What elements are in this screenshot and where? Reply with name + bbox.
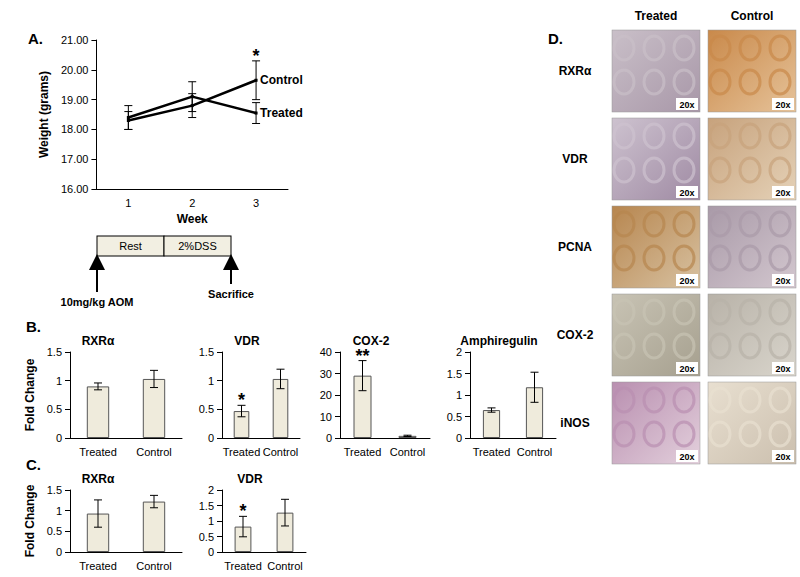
svg-text:0: 0 — [326, 432, 332, 444]
svg-text:**: ** — [355, 346, 369, 366]
svg-text:*: * — [239, 501, 246, 521]
svg-text:1: 1 — [456, 389, 462, 401]
svg-text:10: 10 — [320, 411, 332, 423]
svg-text:1.5: 1.5 — [47, 346, 62, 358]
svg-text:*: * — [238, 390, 245, 410]
svg-text:Control: Control — [263, 446, 298, 458]
svg-text:Weight (grams): Weight (grams) — [37, 71, 51, 158]
svg-text:20x: 20x — [775, 188, 790, 198]
svg-text:RXRα: RXRα — [559, 64, 592, 78]
svg-text:Treated: Treated — [223, 446, 261, 458]
svg-text:2%DSS: 2%DSS — [178, 240, 217, 252]
svg-text:Control: Control — [260, 73, 303, 87]
svg-text:VDR: VDR — [234, 334, 260, 348]
svg-text:RXRα: RXRα — [82, 334, 115, 348]
svg-text:Treated: Treated — [635, 9, 678, 23]
svg-text:20x: 20x — [679, 276, 694, 286]
svg-text:20x: 20x — [679, 452, 694, 462]
svg-text:COX-2: COX-2 — [353, 334, 390, 348]
svg-text:Treated: Treated — [224, 560, 262, 572]
svg-text:VDR: VDR — [237, 472, 263, 486]
svg-text:Treated: Treated — [473, 446, 511, 458]
svg-text:1: 1 — [56, 505, 62, 517]
svg-text:20x: 20x — [775, 276, 790, 286]
svg-text:1: 1 — [208, 375, 214, 387]
svg-text:0.5: 0.5 — [199, 531, 214, 543]
svg-text:0: 0 — [208, 546, 214, 558]
svg-text:COX-2: COX-2 — [557, 328, 594, 342]
svg-text:0.5: 0.5 — [47, 525, 62, 537]
svg-text:20x: 20x — [679, 188, 694, 198]
svg-text:16.00: 16.00 — [61, 183, 89, 195]
svg-text:0.5: 0.5 — [47, 403, 62, 415]
svg-text:Treated: Treated — [79, 446, 117, 458]
svg-text:0: 0 — [56, 432, 62, 444]
svg-text:Control: Control — [136, 446, 171, 458]
svg-text:Sacrifice: Sacrifice — [208, 288, 254, 300]
svg-text:0.5: 0.5 — [447, 411, 462, 423]
svg-text:Control: Control — [517, 446, 552, 458]
html-text:C.: C. — [26, 456, 41, 473]
svg-text:VDR: VDR — [562, 152, 588, 166]
svg-text:20x: 20x — [775, 364, 790, 374]
svg-text:2: 2 — [189, 197, 195, 209]
svg-text:1: 1 — [125, 197, 131, 209]
svg-text:0: 0 — [456, 432, 462, 444]
svg-text:PCNA: PCNA — [558, 240, 592, 254]
svg-text:20.00: 20.00 — [61, 64, 89, 76]
svg-text:Fold Change: Fold Change — [23, 358, 37, 431]
svg-text:1.5: 1.5 — [199, 500, 214, 512]
svg-text:Control: Control — [731, 9, 774, 23]
svg-text:0: 0 — [56, 546, 62, 558]
svg-text:Week: Week — [177, 212, 208, 226]
svg-text:20x: 20x — [775, 452, 790, 462]
svg-text:Fold Change: Fold Change — [23, 484, 37, 557]
svg-text:Control: Control — [267, 560, 302, 572]
svg-text:10mg/kg AOM: 10mg/kg AOM — [61, 296, 134, 308]
svg-text:0.5: 0.5 — [199, 403, 214, 415]
svg-text:Rest: Rest — [119, 240, 142, 252]
svg-text:1.5: 1.5 — [199, 346, 214, 358]
svg-text:Control: Control — [390, 446, 425, 458]
svg-text:RXRα: RXRα — [82, 472, 115, 486]
svg-text:1: 1 — [208, 515, 214, 527]
svg-text:18.00: 18.00 — [61, 123, 89, 135]
html-text:D.: D. — [548, 30, 563, 47]
svg-text:20x: 20x — [775, 100, 790, 110]
svg-text:2: 2 — [455, 346, 462, 358]
svg-text:21.00: 21.00 — [61, 34, 89, 46]
svg-text:20x: 20x — [679, 364, 694, 374]
svg-text:40: 40 — [320, 346, 332, 358]
svg-text:3: 3 — [253, 197, 259, 209]
svg-text:Control: Control — [136, 560, 171, 572]
svg-text:*: * — [253, 46, 260, 66]
svg-text:30: 30 — [320, 368, 332, 380]
svg-text:1.5: 1.5 — [447, 368, 462, 380]
svg-text:Treated: Treated — [260, 106, 303, 120]
svg-text:17.00: 17.00 — [61, 153, 89, 165]
svg-text:1: 1 — [56, 375, 62, 387]
svg-text:Treated: Treated — [344, 446, 382, 458]
svg-text:19.00: 19.00 — [61, 94, 89, 106]
svg-text:Amphiregulin: Amphiregulin — [460, 334, 537, 348]
svg-text:20: 20 — [320, 389, 332, 401]
svg-text:0: 0 — [208, 432, 214, 444]
html-text:B.: B. — [26, 318, 41, 335]
svg-text:2: 2 — [208, 484, 214, 496]
svg-text:Treated: Treated — [79, 560, 117, 572]
svg-text:20x: 20x — [679, 100, 694, 110]
svg-text:iNOS: iNOS — [560, 416, 589, 430]
html-text:A.: A. — [28, 30, 43, 47]
svg-text:1.5: 1.5 — [47, 484, 62, 496]
